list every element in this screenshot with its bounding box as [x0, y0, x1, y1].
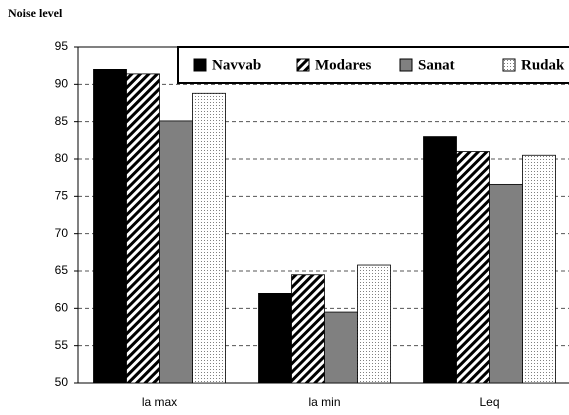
y-tick-label: 65: [55, 263, 69, 277]
y-tick-label: 60: [55, 301, 69, 315]
y-tick-label: 85: [55, 114, 69, 128]
legend-swatch: [502, 58, 516, 72]
bar: [324, 311, 358, 384]
bar: [489, 183, 523, 384]
legend-label: Sanat: [418, 57, 455, 73]
legend-swatch: [296, 58, 310, 72]
y-axis-label: Noise level: [8, 6, 63, 20]
bar: [258, 292, 292, 384]
bar: [159, 120, 193, 384]
y-tick-label: 80: [55, 151, 69, 165]
y-tick-label: 55: [55, 338, 69, 352]
y-tick-label: 70: [55, 226, 69, 240]
x-tick-label: la min: [308, 395, 340, 409]
bar: [522, 154, 556, 384]
bar: [93, 69, 127, 384]
legend-label: Navvab: [212, 57, 261, 73]
bar: [357, 264, 391, 384]
y-tick-label: 50: [55, 375, 69, 389]
bar: [291, 274, 325, 384]
legend-label: Modares: [315, 57, 372, 73]
legend-swatch: [193, 58, 207, 72]
legend-swatch: [399, 58, 413, 72]
bar: [192, 92, 226, 384]
y-tick-label: 75: [55, 189, 69, 203]
x-tick-label: Leq: [479, 395, 499, 409]
bar: [456, 151, 490, 384]
y-tick-label: 95: [55, 39, 69, 53]
bar: [126, 73, 160, 384]
y-tick-label: 90: [55, 77, 69, 91]
bar: [423, 136, 457, 384]
legend-label: Rudak: [521, 57, 565, 73]
x-tick-label: la max: [142, 395, 177, 409]
